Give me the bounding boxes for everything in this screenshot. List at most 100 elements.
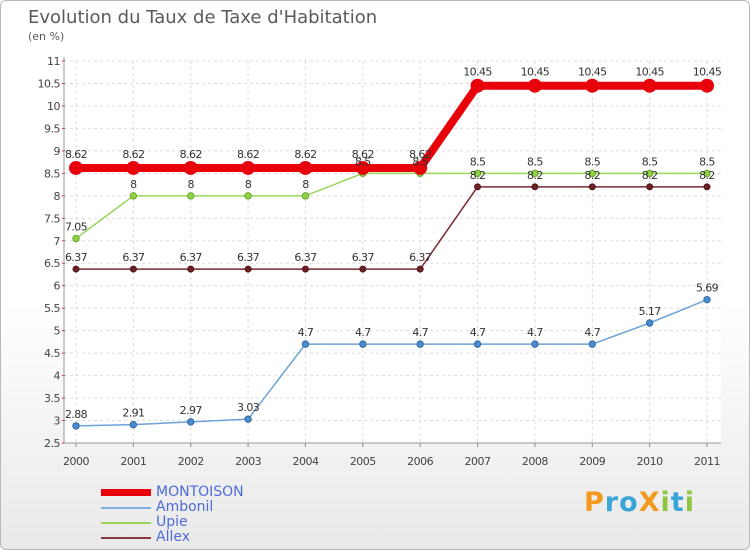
- data-label: 8.62: [352, 148, 374, 161]
- data-point: [244, 265, 252, 273]
- data-point: [642, 78, 657, 93]
- data-label: 6.37: [65, 251, 88, 264]
- series-line-montoison: [76, 81, 707, 172]
- data-label: 6.37: [352, 251, 375, 264]
- data-label: 8: [302, 178, 309, 191]
- series-line-allex: [76, 186, 707, 270]
- x-tick-label: 2003: [235, 455, 261, 468]
- legend-swatch: [101, 537, 151, 539]
- data-label: 3.03: [237, 401, 260, 414]
- chart-legend: MONTOISON Ambonil Upie Allex: [101, 485, 361, 545]
- y-tick-label: 6.5: [44, 257, 60, 270]
- data-point: [703, 169, 711, 178]
- series-line-ambonil: [75, 298, 708, 427]
- data-label: 8.5: [470, 155, 486, 168]
- y-tick-label: 7: [54, 235, 61, 248]
- data-point: [72, 422, 80, 430]
- data-point: [301, 192, 310, 200]
- data-point: [700, 78, 714, 93]
- legend-item-allex[interactable]: Allex: [101, 530, 361, 545]
- y-tick-label: 8: [54, 190, 61, 203]
- x-tick-label: 2010: [637, 455, 663, 468]
- data-point: [129, 265, 137, 273]
- data-label: 8.2: [527, 169, 543, 182]
- legend-item-ambonil[interactable]: Ambonil: [101, 500, 361, 515]
- data-point: [473, 340, 482, 348]
- data-label: 5.69: [696, 282, 719, 295]
- data-label: 4.7: [298, 326, 314, 339]
- x-tick-label: 2008: [522, 455, 548, 468]
- legend-swatch: [101, 507, 151, 509]
- data-label: 8: [245, 178, 252, 191]
- data-point: [588, 340, 596, 348]
- data-label: 8.62: [122, 148, 144, 161]
- logo-letter: o: [619, 487, 639, 518]
- data-point: [413, 160, 428, 175]
- data-point: [244, 192, 252, 200]
- y-tick-label: 8.5: [44, 167, 60, 180]
- logo-letter: i: [660, 487, 671, 518]
- data-label: 8.2: [584, 169, 600, 182]
- data-point: [646, 183, 654, 191]
- legend-swatch: [101, 489, 151, 496]
- data-point: [359, 265, 367, 273]
- data-label: 8.62: [294, 148, 316, 161]
- logo-letter: X: [638, 487, 661, 518]
- proxiti-logo: ProXiti: [584, 487, 695, 518]
- x-tick-label: 2006: [407, 455, 433, 468]
- data-label: 8.5: [642, 155, 658, 168]
- data-label: 8.5: [699, 155, 715, 168]
- y-tick-label: 2.5: [44, 437, 60, 450]
- x-tick-label: 2005: [350, 455, 376, 468]
- data-label: 6.37: [122, 251, 145, 264]
- legend-label: MONTOISON: [156, 484, 244, 500]
- data-point: [187, 418, 195, 426]
- x-tick-label: 2004: [292, 455, 318, 468]
- data-point: [416, 265, 424, 273]
- data-label: 8.62: [180, 148, 202, 161]
- legend-item-upie[interactable]: Upie: [101, 515, 361, 530]
- data-label: 10.45: [578, 66, 607, 79]
- data-point: [244, 415, 252, 423]
- y-tick-label: 3.5: [44, 392, 60, 405]
- logo-letter: r: [604, 487, 620, 518]
- data-label: 4.7: [355, 326, 371, 339]
- data-point: [645, 319, 654, 327]
- y-tick-label: 9.5: [44, 122, 60, 135]
- data-label: 5.17: [639, 305, 662, 318]
- data-point: [703, 183, 711, 191]
- logo-letter: i: [684, 487, 695, 518]
- x-tick-label: 2000: [63, 455, 89, 468]
- data-point: [703, 295, 711, 304]
- logo-letter: P: [584, 487, 605, 518]
- data-label: 8.5: [527, 155, 543, 168]
- data-label: 4.7: [412, 326, 428, 339]
- data-label: 8.5: [584, 155, 600, 168]
- data-point: [126, 160, 141, 175]
- y-tick-label: 10: [47, 100, 60, 113]
- series-line-upie: [75, 172, 707, 240]
- data-point: [588, 169, 596, 178]
- data-point: [359, 340, 367, 348]
- data-label: 8.2: [642, 169, 658, 182]
- legend-label: Upie: [156, 514, 188, 530]
- data-label: 10.45: [635, 66, 664, 79]
- data-label: 8: [188, 178, 195, 191]
- data-point: [470, 78, 485, 93]
- data-label: 2.91: [122, 407, 144, 420]
- chart-title: Evolution du Taux de Taxe d'Habitation: [28, 7, 378, 28]
- data-label: 10.45: [693, 66, 722, 79]
- data-label: 4.7: [527, 326, 543, 339]
- y-tick-label: 6: [54, 280, 61, 293]
- y-tick-label: 4: [54, 370, 61, 383]
- data-label: 4.7: [470, 326, 486, 339]
- legend-item-montoison[interactable]: MONTOISON: [101, 485, 361, 500]
- data-point: [588, 183, 596, 191]
- legend-swatch: [101, 522, 151, 524]
- data-label: 6.37: [294, 251, 317, 264]
- y-tick-label: 10.5: [38, 77, 61, 90]
- data-point: [416, 340, 424, 348]
- x-tick-label: 2011: [694, 455, 720, 468]
- data-point: [301, 340, 310, 348]
